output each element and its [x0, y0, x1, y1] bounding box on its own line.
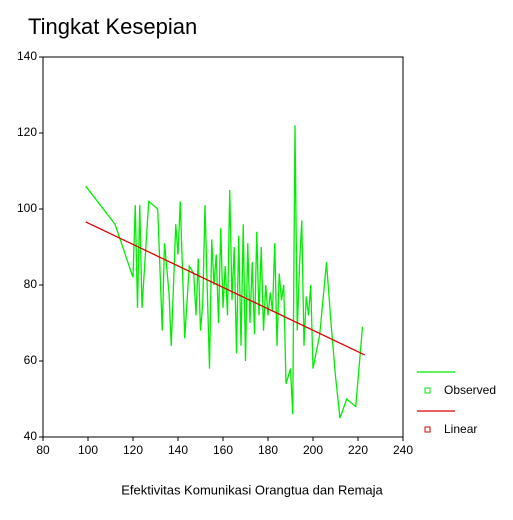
x-tick-label: 160	[213, 443, 233, 457]
y-tick-label: 60	[24, 353, 38, 367]
series-line	[85, 125, 364, 419]
plot-frame	[42, 56, 404, 438]
legend-marker	[424, 426, 431, 433]
y-tick-label: 140	[17, 49, 37, 63]
y-tick-label: 80	[24, 277, 38, 291]
x-tick-label: 220	[348, 443, 368, 457]
chart-title: Tingkat Kesepian	[28, 14, 197, 39]
x-tick-label: 240	[393, 443, 413, 457]
x-tick-label: 140	[168, 443, 188, 457]
x-tick-label: 120	[123, 443, 143, 457]
x-tick-label: 100	[78, 443, 98, 457]
legend-label: Linear	[444, 422, 477, 436]
y-tick-label: 40	[24, 429, 38, 443]
y-tick-label: 100	[17, 201, 37, 215]
x-tick-label: 200	[303, 443, 323, 457]
series-line	[85, 221, 366, 356]
legend-marker	[424, 387, 431, 394]
x-tick-label: 180	[258, 443, 278, 457]
legend-label: Observed	[444, 383, 496, 397]
y-tick-label: 120	[17, 125, 37, 139]
x-axis-label: Efektivitas Komunikasi Orangtua dan Rema…	[121, 482, 383, 497]
x-tick-label: 80	[36, 443, 50, 457]
